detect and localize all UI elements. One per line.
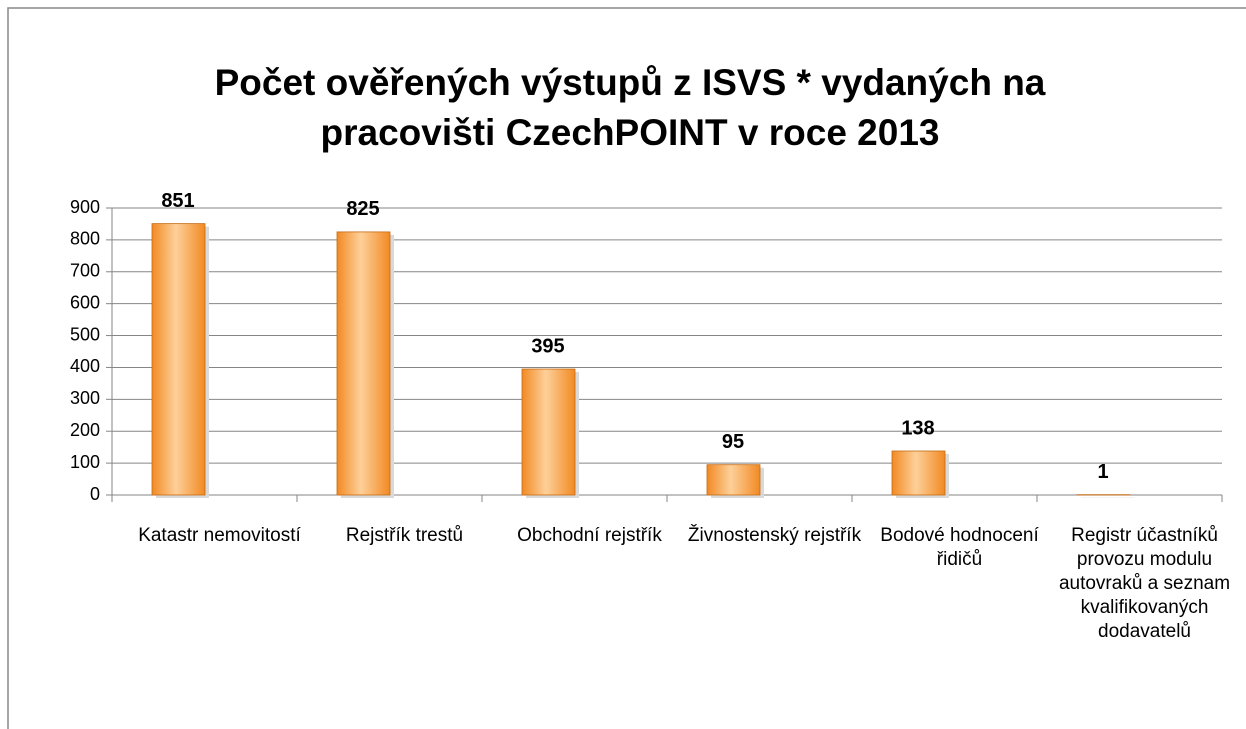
x-tick-label: Bodové hodnocení řidičů [880,525,1039,570]
y-tick-label: 700 [70,261,100,281]
value-label: 95 [722,431,744,453]
y-tick-label: 900 [70,197,100,217]
y-tick-label: 300 [70,388,100,408]
y-tick-label: 800 [70,229,100,249]
y-tick-label: 500 [70,324,100,344]
x-tick-label: Registr účastníků provozu modulu autovra… [1058,525,1231,642]
value-label: 395 [531,335,564,357]
bar [151,223,206,496]
x-tick-label: Obchodní rejstřík [517,525,662,546]
bar [336,231,391,496]
y-tick-label: 200 [70,420,100,440]
y-tick-label: 100 [70,452,100,472]
chart-title: Počet ověřených výstupů z ISVS * vydanýc… [214,62,1046,153]
y-tick-label: 0 [90,484,100,504]
bar [891,450,946,496]
bar [521,368,576,496]
value-label: 1 [1097,461,1108,483]
frame [7,7,1246,729]
value-label: 851 [161,190,194,212]
bar [706,464,761,496]
x-tick-label: Rejstřík trestů [345,525,464,546]
y-tick-label: 400 [70,356,100,376]
value-label: 138 [901,417,934,439]
x-tick-label: Živnostenský rejstřík [687,525,862,546]
y-tick-label: 600 [70,292,100,312]
x-tick-label: Katastr nemovitostí [138,525,301,546]
value-label: 825 [346,198,379,220]
